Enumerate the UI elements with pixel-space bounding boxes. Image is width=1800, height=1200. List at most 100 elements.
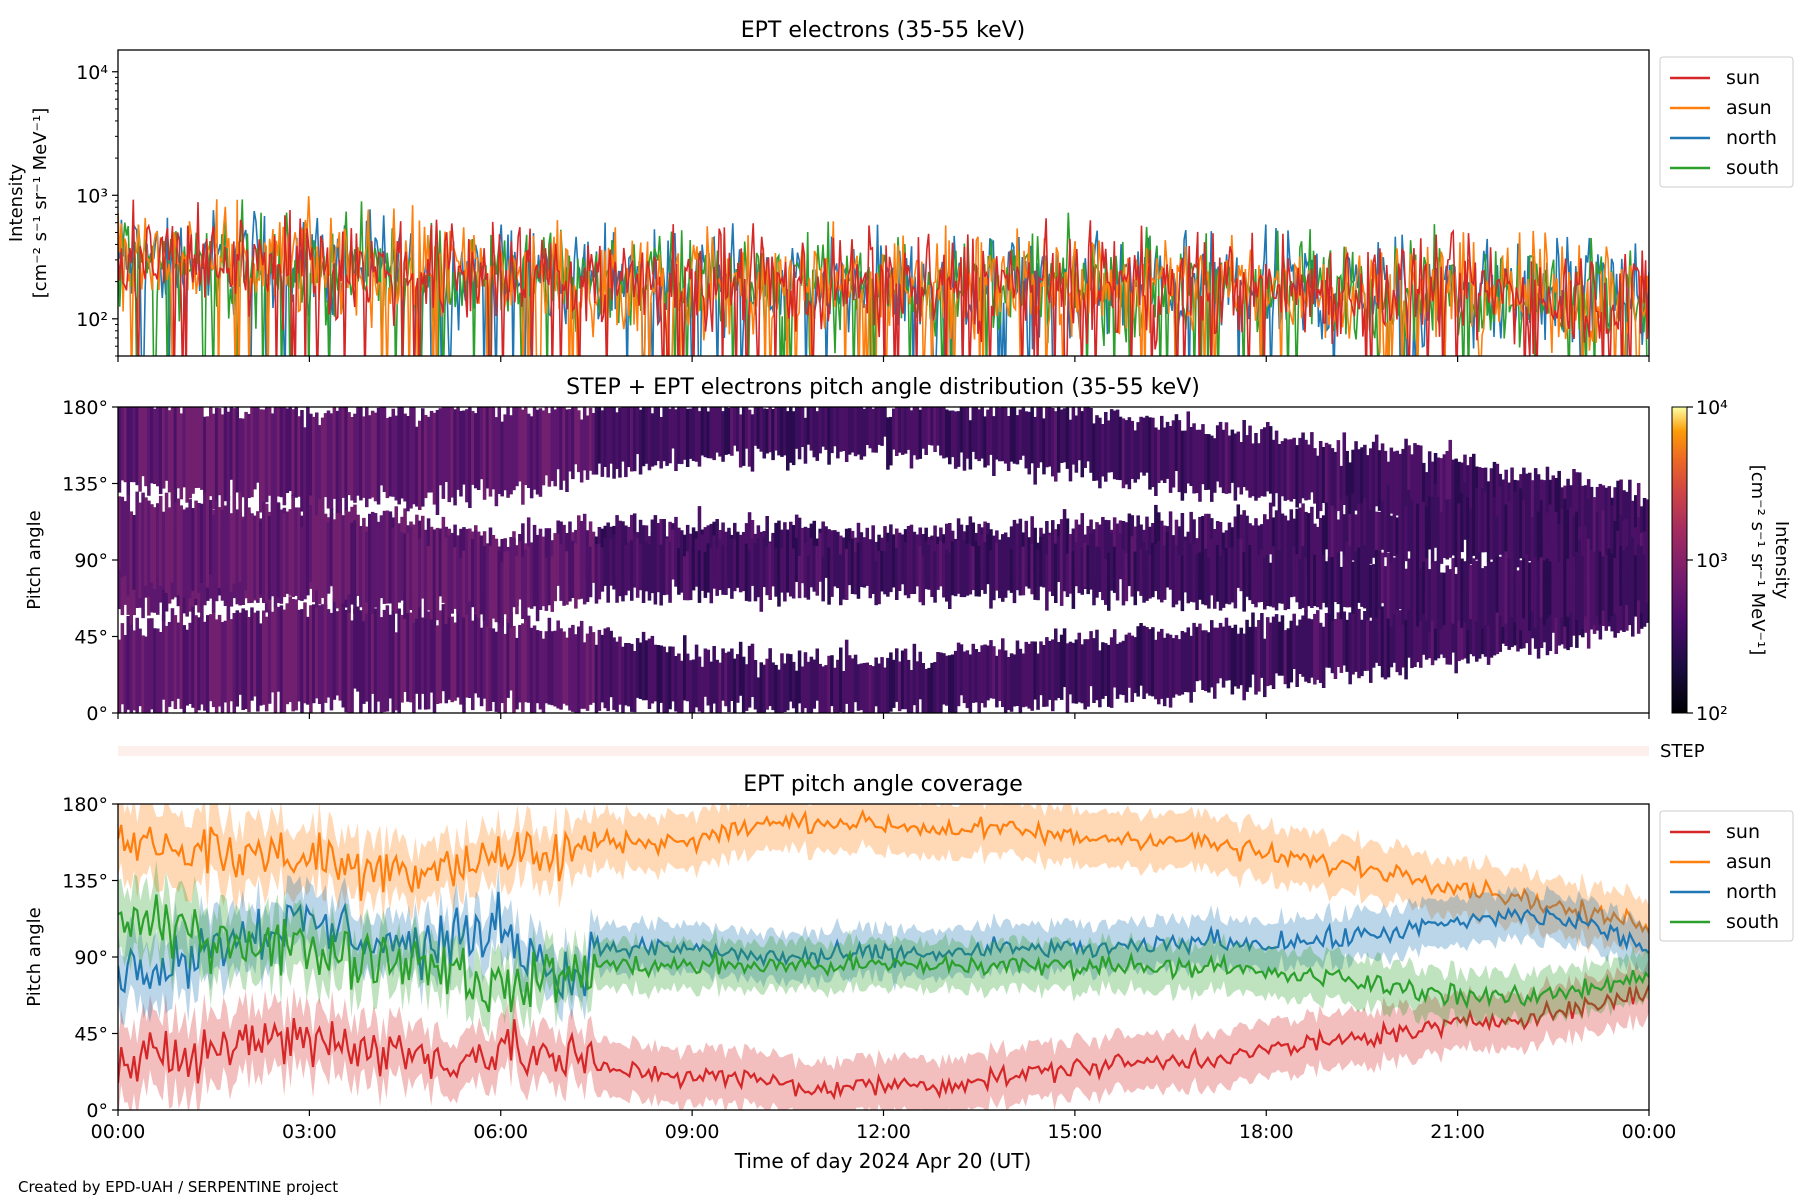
heatmap-cell bbox=[703, 407, 708, 458]
heatmap-cell bbox=[862, 537, 867, 584]
heatmap-cell bbox=[1392, 557, 1397, 615]
heatmap-cell bbox=[211, 609, 216, 708]
heatmap-cell bbox=[1422, 502, 1426, 573]
heatmap-cell bbox=[995, 542, 999, 591]
heatmap-cell bbox=[1342, 432, 1347, 505]
heatmap-cell bbox=[771, 536, 775, 587]
heatmap-cell bbox=[1313, 554, 1317, 607]
heatmap-cell bbox=[312, 416, 316, 511]
heatmap-cell bbox=[644, 640, 649, 701]
heatmap-cell bbox=[1454, 503, 1458, 568]
heatmap-cell bbox=[1377, 511, 1382, 565]
heatmap-cell bbox=[1634, 555, 1638, 616]
heatmap-cell bbox=[1189, 635, 1193, 703]
heatmap-cell bbox=[1056, 536, 1061, 582]
heatmap-cell bbox=[441, 604, 446, 692]
heatmap-cell bbox=[232, 408, 237, 502]
heatmap-cell bbox=[859, 532, 864, 587]
heatmap-cell bbox=[1336, 440, 1341, 511]
heatmap-cell bbox=[209, 614, 213, 702]
heatmap-cell bbox=[662, 535, 666, 596]
heatmap-cell bbox=[883, 551, 887, 595]
heatmap-cell bbox=[1006, 541, 1011, 591]
heatmap-cell bbox=[1377, 602, 1382, 666]
heatmap-cell bbox=[1021, 407, 1026, 456]
heatmap-cell bbox=[812, 545, 817, 592]
heatmap-cell bbox=[597, 629, 602, 711]
heatmap-cell bbox=[1168, 426, 1173, 493]
heatmap-cell bbox=[588, 626, 593, 705]
heatmap-cell bbox=[1180, 631, 1185, 695]
heatmap-cell bbox=[685, 408, 690, 467]
heatmap-cell bbox=[803, 652, 808, 709]
heatmap-cell bbox=[1357, 547, 1361, 603]
heatmap-cell bbox=[921, 534, 926, 576]
heatmap-cell bbox=[1139, 623, 1143, 686]
heatmap-cell bbox=[638, 409, 643, 475]
heatmap-cell bbox=[1525, 554, 1529, 610]
heatmap-cell bbox=[850, 658, 855, 713]
heatmap-cell bbox=[423, 604, 428, 710]
heatmap-cell bbox=[647, 407, 652, 471]
heatmap-cell bbox=[644, 407, 649, 464]
heatmap-cell bbox=[1145, 627, 1149, 694]
heatmap-cell bbox=[559, 628, 563, 710]
heatmap-cell bbox=[1539, 557, 1544, 618]
heatmap-cell bbox=[1015, 547, 1020, 591]
heatmap-cell bbox=[1407, 445, 1411, 510]
heatmap-cell bbox=[153, 507, 157, 590]
heatmap-cell bbox=[1507, 500, 1511, 560]
heatmap-cell bbox=[415, 617, 419, 694]
heatmap-cell bbox=[1218, 522, 1223, 574]
heatmap-cell bbox=[1416, 556, 1420, 627]
heatmap-cell bbox=[1027, 411, 1032, 475]
heatmap-cell bbox=[521, 623, 525, 713]
heatmap-cell bbox=[1445, 594, 1450, 665]
heatmap-cell bbox=[432, 529, 437, 616]
heatmap-cell bbox=[1239, 627, 1244, 686]
heatmap-cell bbox=[1442, 454, 1447, 516]
legend-label-south: south bbox=[1726, 911, 1779, 933]
heatmap-cell bbox=[465, 612, 469, 698]
heatmap-cell bbox=[1136, 626, 1140, 697]
heatmap-cell bbox=[1263, 427, 1267, 497]
heatmap-cell bbox=[1213, 438, 1217, 493]
heatmap-cell bbox=[226, 411, 231, 501]
heatmap-cell bbox=[1245, 435, 1249, 491]
heatmap-cell bbox=[588, 407, 593, 471]
heatmap-cell bbox=[1242, 420, 1246, 488]
heatmap-cell bbox=[288, 407, 293, 492]
heatmap-cell bbox=[559, 543, 563, 601]
heatmap-cell bbox=[118, 496, 122, 570]
heatmap-cell bbox=[385, 418, 390, 499]
heatmap-cell bbox=[806, 555, 811, 600]
heatmap-cell bbox=[220, 414, 225, 514]
heatmap-cell bbox=[153, 408, 157, 484]
heatmap-cell bbox=[886, 417, 890, 470]
heatmap-cell bbox=[759, 553, 764, 612]
heatmap-cell bbox=[1448, 569, 1453, 630]
heatmap-cell bbox=[909, 410, 914, 469]
heatmap-cell bbox=[1301, 615, 1305, 677]
heatmap-cell bbox=[259, 409, 263, 513]
heatmap-cell bbox=[677, 407, 681, 464]
heatmap-cell bbox=[526, 413, 531, 488]
heatmap-cell bbox=[1030, 641, 1034, 711]
y-tick-label: 135° bbox=[62, 474, 108, 496]
heatmap-cell bbox=[948, 655, 952, 713]
heatmap-cell bbox=[317, 425, 322, 509]
heatmap-cell bbox=[1080, 513, 1085, 573]
heatmap-cell bbox=[1369, 448, 1373, 522]
heatmap-cell bbox=[350, 417, 354, 501]
heatmap-cell bbox=[665, 652, 669, 713]
heatmap-cell bbox=[597, 544, 602, 600]
heatmap-cell bbox=[715, 659, 719, 713]
heatmap-cell bbox=[877, 663, 881, 713]
heatmap-cell bbox=[694, 538, 699, 587]
y-tick-label: 10³ bbox=[76, 185, 108, 207]
heatmap-cell bbox=[924, 407, 928, 455]
heatmap-cell bbox=[762, 664, 767, 713]
heatmap-cell bbox=[1271, 616, 1276, 689]
heatmap-cell bbox=[1472, 558, 1476, 616]
heatmap-cell bbox=[1015, 415, 1020, 465]
